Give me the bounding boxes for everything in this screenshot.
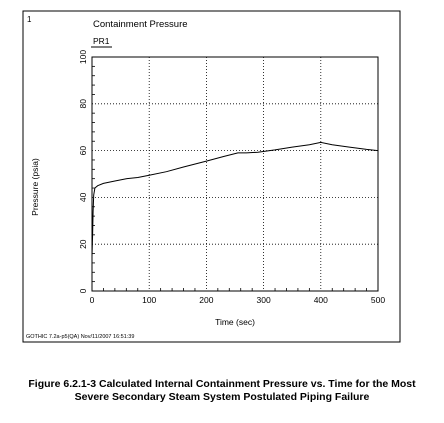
x-tick-label: 100 bbox=[142, 295, 156, 305]
series-layer bbox=[91, 141, 379, 257]
x-tick-label: 400 bbox=[314, 295, 328, 305]
y-tick-label: 40 bbox=[78, 192, 88, 202]
legend-label: PR1 bbox=[93, 36, 110, 46]
plot-area bbox=[91, 56, 379, 292]
x-tick-label: 200 bbox=[199, 295, 213, 305]
footer-stamp: GOTHIC 7.2a-p5(QA) Nov/11/2007 16:51:39 bbox=[26, 334, 134, 340]
legend: PR1 bbox=[91, 36, 112, 48]
figure-caption: Figure 6.2.1-3 Calculated Internal Conta… bbox=[0, 378, 444, 404]
chart-title: Containment Pressure bbox=[93, 19, 188, 30]
y-axis: 0 20 40 60 80 100 bbox=[78, 50, 95, 293]
y-tick-label: 100 bbox=[78, 50, 88, 64]
x-tick-label: 0 bbox=[90, 295, 95, 305]
y-tick-label: 20 bbox=[78, 239, 88, 249]
y-tick-label: 80 bbox=[78, 99, 88, 109]
y-tick-label: 60 bbox=[78, 146, 88, 156]
caption-line-2: Severe Secondary Steam System Postulated… bbox=[74, 391, 370, 403]
caption-line-1: Figure 6.2.1-3 Calculated Internal Conta… bbox=[28, 378, 416, 390]
figure-frame bbox=[22, 10, 401, 343]
panel-number: 1 bbox=[27, 15, 32, 24]
y-axis-label: Pressure (psia) bbox=[30, 158, 40, 216]
x-tick-label: 300 bbox=[257, 295, 271, 305]
series-line-pr1 bbox=[91, 141, 379, 257]
y-tick-label: 0 bbox=[78, 288, 88, 293]
x-axis: 0 100 200 300 400 500 bbox=[90, 288, 385, 305]
grid bbox=[92, 57, 378, 291]
x-axis-label: Time (sec) bbox=[215, 317, 255, 327]
x-tick-label: 500 bbox=[371, 295, 385, 305]
